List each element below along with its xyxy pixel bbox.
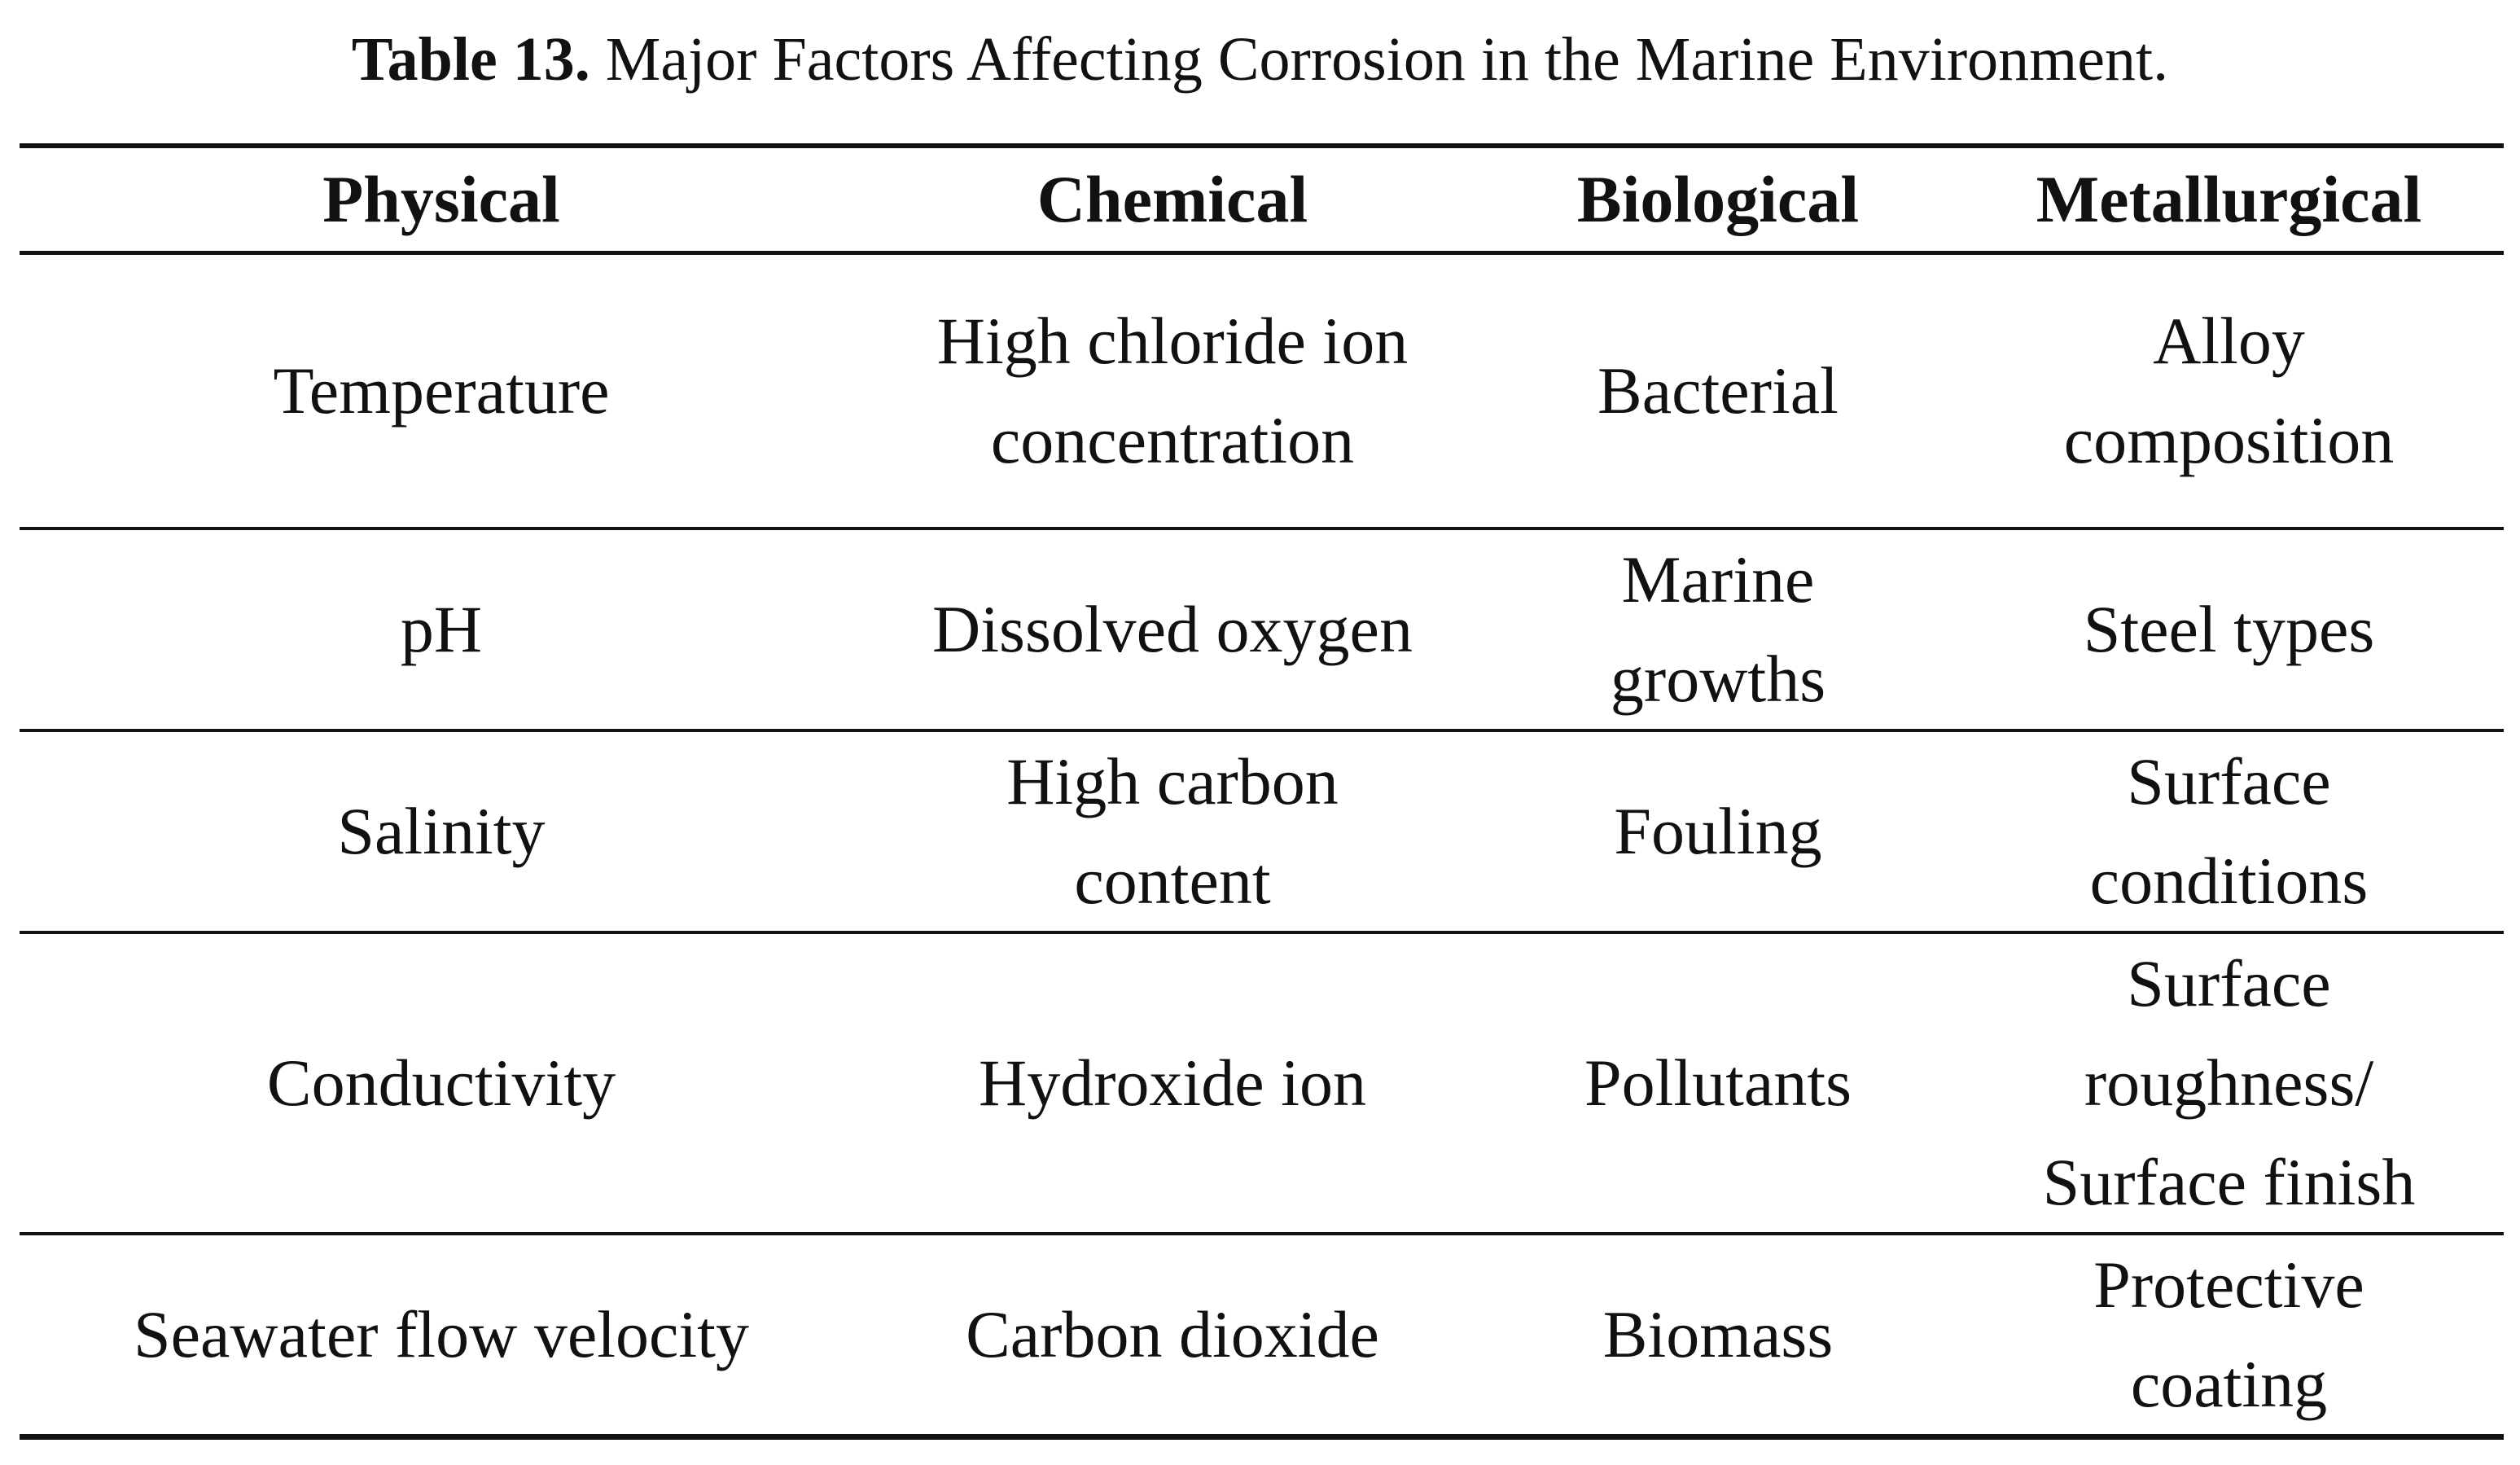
cell-line: content (1074, 843, 1271, 918)
cell-line: Surface (2127, 743, 2331, 818)
table-row: Salinity High carbon content Fouling Surface… (20, 730, 2504, 934)
table-cell: Salinity (20, 730, 863, 934)
table-cell: Temperature (20, 252, 863, 530)
cell-line: growths (1610, 641, 1826, 716)
table-cell: Marine growths (1482, 528, 1954, 732)
header-cell: Physical (20, 143, 863, 255)
header-row: Physical Chemical Biological Metallurgical (20, 143, 2504, 255)
cell-line: roughness/ (2084, 1045, 2374, 1120)
table-caption: Table 13. Major Factors Affecting Corros… (0, 23, 2520, 96)
table-cell: High carbon content (863, 730, 1482, 934)
cell-line: composition (2063, 402, 2395, 477)
table-cell: Bacterial (1482, 252, 1954, 530)
table-row: Temperature High chloride ion concentratio… (20, 252, 2504, 530)
header-cell: Chemical (863, 143, 1482, 255)
cell-line: Surface finish (2042, 1144, 2416, 1219)
table-cell: Protective coating (1954, 1233, 2504, 1440)
table-body: Temperature High chloride ion concentratio… (20, 252, 2504, 1440)
table-cell: Surface roughness/Surface finish (1954, 932, 2504, 1235)
table-cell: Carbon dioxide (863, 1233, 1482, 1440)
table-cell: Pollutants (1482, 932, 1954, 1235)
table-row: pH Dissolved oxygen Marine growths Steel typ… (20, 528, 2504, 732)
table-row: Seawater flow velocity Carbon dioxide Biom… (20, 1233, 2504, 1440)
table-cell: High chloride ion concentration (863, 252, 1482, 530)
caption-text: Major Factors Affecting Corrosion in the… (605, 25, 2169, 94)
table-cell: pH (20, 528, 863, 732)
caption-label: Table 13. (351, 25, 590, 94)
table-cell: Steel types (1954, 528, 2504, 732)
table-row: Conductivity Hydroxide ion Pollutants Surfa… (20, 932, 2504, 1235)
table-cell: Biomass (1482, 1233, 1954, 1440)
header-cell: Biological (1482, 143, 1954, 255)
factors-table: Physical Chemical Biological Metallurgical … (20, 143, 2504, 1440)
cell-line: Protective (2093, 1247, 2364, 1322)
cell-line: Alloy (2153, 303, 2305, 378)
table-cell: Dissolved oxygen (863, 528, 1482, 732)
table-cell: Fouling (1482, 730, 1954, 934)
cell-line: coating (2130, 1346, 2328, 1421)
cell-line: High carbon (1006, 743, 1339, 818)
table-cell: Surface conditions (1954, 730, 2504, 934)
header-cell: Metallurgical (1954, 143, 2504, 255)
table-cell: Hydroxide ion (863, 932, 1482, 1235)
table-cell: Conductivity (20, 932, 863, 1235)
cell-line: Surface (2127, 945, 2331, 1020)
table-cell: Alloy composition (1954, 252, 2504, 530)
cell-line: conditions (2089, 843, 2369, 918)
cell-line: concentration (990, 402, 1355, 477)
cell-line: High chloride ion (936, 303, 1409, 378)
cell-line: Marine (1621, 542, 1815, 616)
table-cell: Seawater flow velocity (20, 1233, 863, 1440)
